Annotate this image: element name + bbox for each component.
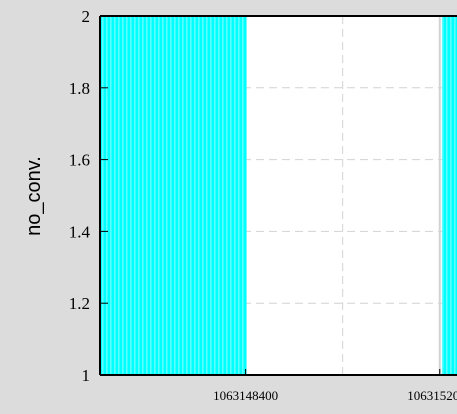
x-tick-label: 1063152000 (407, 388, 457, 403)
x-tick-label: 1063148400 (213, 388, 278, 403)
y-tick-label: 1.8 (69, 79, 90, 98)
axes (99, 15, 457, 376)
y-tick-label: 1.6 (69, 151, 90, 170)
y-tick-label: 1.2 (69, 294, 90, 313)
bar (100, 16, 247, 375)
bar (441, 16, 457, 375)
bars (100, 16, 457, 375)
y-tick-label: 2 (82, 7, 91, 26)
y-tick-label: 1 (82, 366, 91, 385)
y-tick-label: 1.4 (69, 222, 91, 241)
y-axis-label: no_conv. (23, 156, 45, 236)
y-axis-ticks: 1 1.2 1.4 1.6 1.8 2 (69, 7, 108, 385)
x-axis-ticks: 1063148400 1063152000 (213, 369, 457, 403)
